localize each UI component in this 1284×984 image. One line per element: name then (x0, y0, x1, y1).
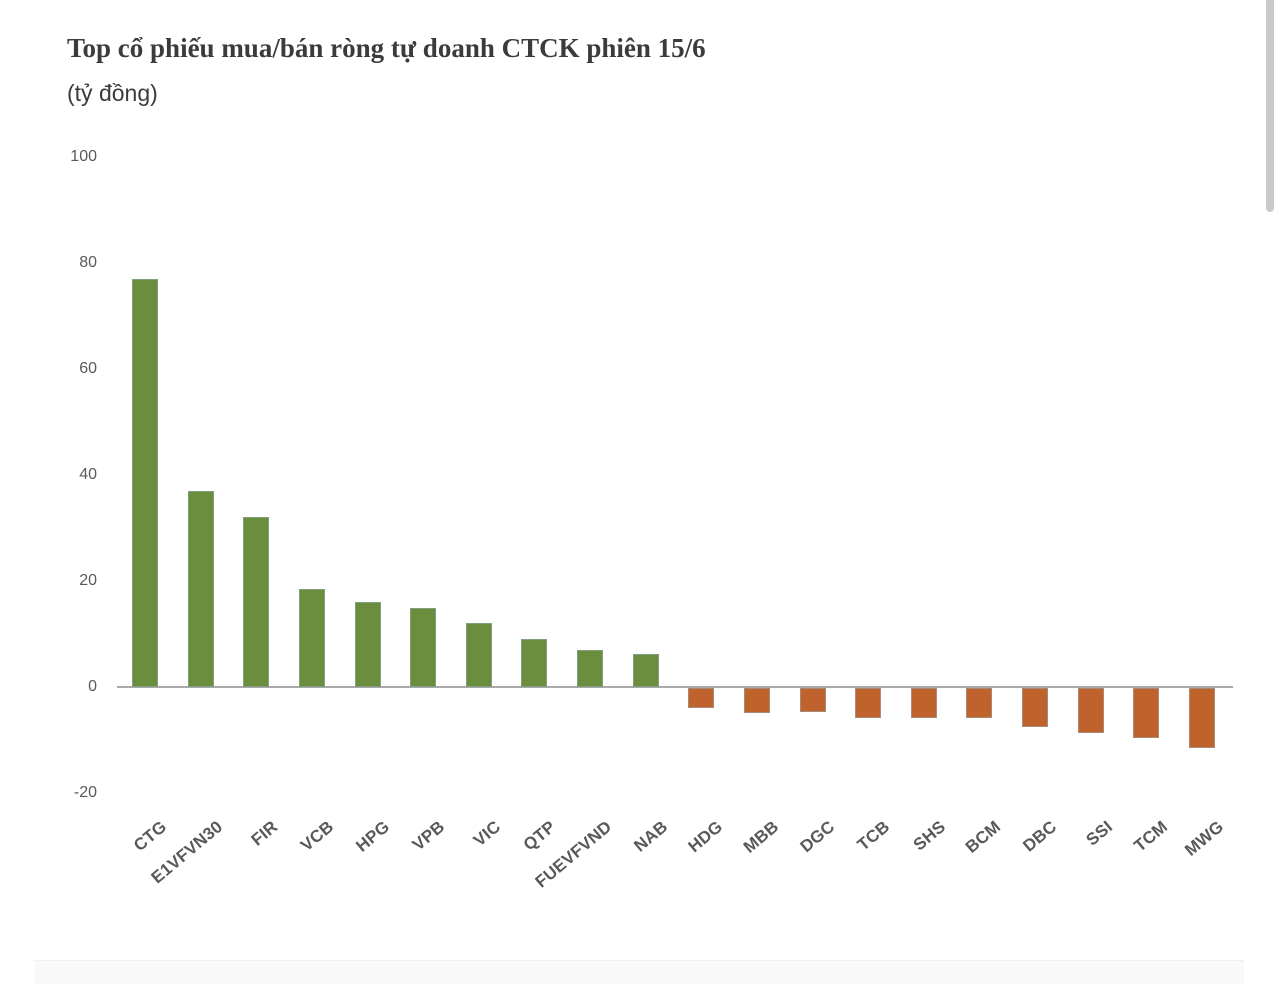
bar-FUEVFVND (577, 649, 604, 687)
y-tick-label: 100 (70, 148, 97, 165)
bar-HPG (354, 602, 381, 687)
bar-CTG (132, 278, 158, 687)
y-tick-label: 40 (79, 466, 97, 483)
bottom-panel (34, 960, 1244, 984)
bar-NAB (632, 654, 659, 687)
bar-BCM (966, 688, 993, 719)
bar-E1VFVN30 (187, 490, 214, 687)
bar-DGC (799, 688, 826, 713)
bar-TCM (1133, 688, 1160, 739)
bar-VCB (298, 588, 325, 687)
bar-FIR (243, 517, 270, 687)
chart-title: Top cổ phiếu mua/bán ròng tự doanh CTCK … (67, 33, 706, 63)
chart-subtitle: (tỷ đồng) (67, 80, 158, 106)
y-tick-label: 60 (79, 360, 97, 377)
bar-SHS (910, 688, 937, 719)
y-tick-label: 20 (79, 572, 97, 589)
bar-TCB (855, 688, 882, 719)
scrollbar-thumb[interactable] (1266, 0, 1274, 212)
bar-MBB (743, 688, 770, 713)
bar-QTP (521, 639, 548, 687)
bar-SSI (1077, 688, 1104, 733)
bar-VPB (410, 607, 437, 687)
bar-VIC (465, 623, 492, 687)
bar-DBC (1022, 688, 1049, 727)
y-tick-label: 80 (79, 254, 97, 271)
bar-MWG (1188, 688, 1215, 749)
y-tick-label: -20 (73, 784, 97, 801)
y-tick-label: 0 (88, 678, 97, 695)
x-axis-line (117, 686, 1233, 688)
bar-HDG (688, 688, 715, 709)
